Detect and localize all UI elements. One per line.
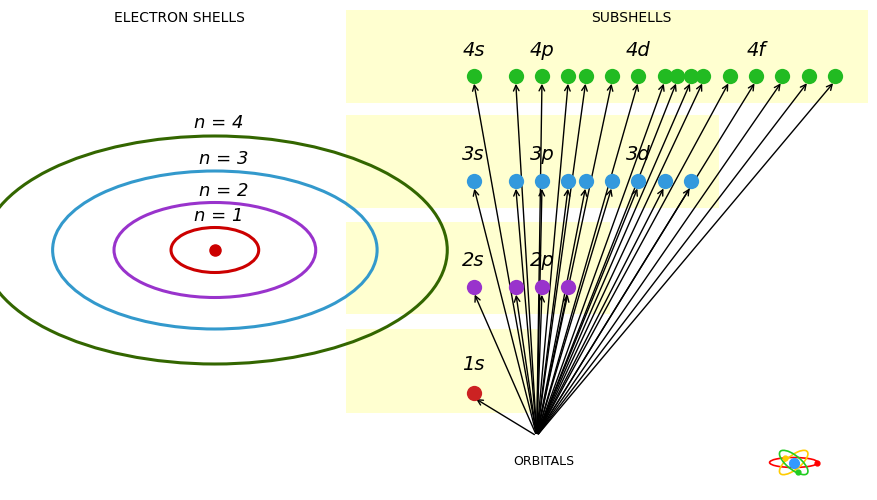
Text: ELECTRON SHELLS: ELECTRON SHELLS	[114, 10, 246, 24]
Text: 1s: 1s	[462, 354, 485, 374]
Text: 4f: 4f	[746, 40, 766, 60]
Text: 3p: 3p	[530, 144, 554, 164]
Text: SUBSHELLS: SUBSHELLS	[591, 10, 672, 24]
FancyBboxPatch shape	[346, 222, 610, 314]
Text: 3s: 3s	[462, 144, 485, 164]
Text: ORBITALS: ORBITALS	[513, 455, 574, 468]
Text: 4d: 4d	[626, 40, 651, 60]
FancyBboxPatch shape	[346, 10, 868, 102]
Text: n = 1: n = 1	[195, 207, 244, 225]
FancyBboxPatch shape	[346, 328, 539, 412]
Text: 4p: 4p	[530, 40, 554, 60]
Text: n = 2: n = 2	[199, 182, 248, 200]
Text: n = 4: n = 4	[195, 114, 244, 132]
FancyBboxPatch shape	[346, 115, 719, 208]
Text: 2s: 2s	[462, 250, 485, 270]
Text: n = 3: n = 3	[199, 150, 248, 168]
Text: 4s: 4s	[462, 40, 485, 60]
Text: 3d: 3d	[626, 144, 651, 164]
Text: 2p: 2p	[530, 250, 554, 270]
